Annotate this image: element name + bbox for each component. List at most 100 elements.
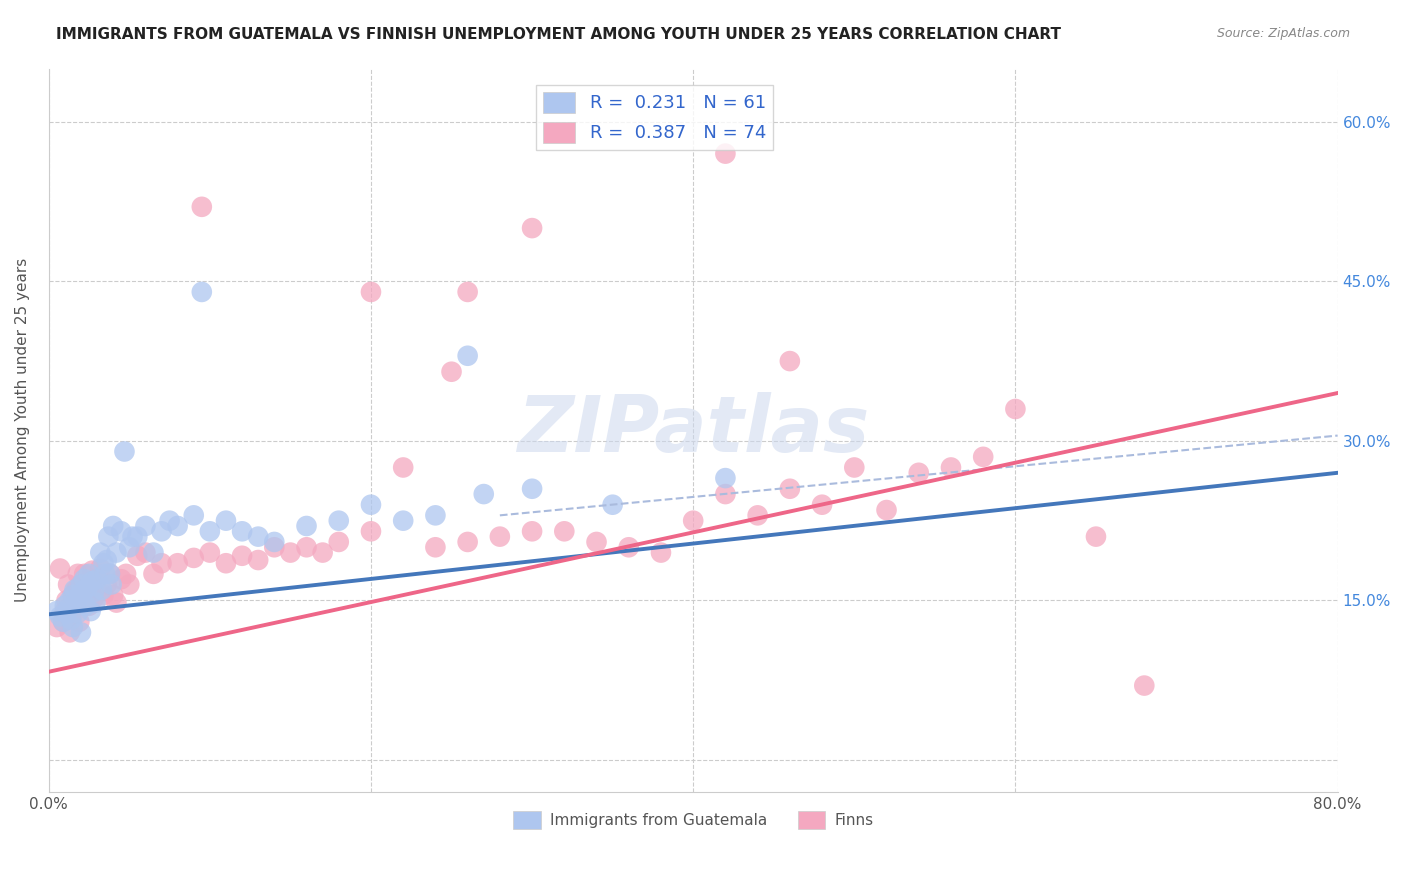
Point xyxy=(62,620,84,634)
Point xyxy=(96,553,118,567)
Point xyxy=(75,599,97,613)
Point xyxy=(972,450,994,464)
Point xyxy=(617,541,640,555)
Point xyxy=(62,588,84,602)
Point xyxy=(65,582,87,597)
Point xyxy=(70,577,93,591)
Point xyxy=(79,581,101,595)
Point xyxy=(844,460,866,475)
Point xyxy=(520,524,543,539)
Point xyxy=(191,285,214,299)
Point xyxy=(440,365,463,379)
Point xyxy=(66,606,89,620)
Point xyxy=(59,625,82,640)
Point xyxy=(72,588,94,602)
Point xyxy=(520,221,543,235)
Point xyxy=(328,535,350,549)
Point xyxy=(247,530,270,544)
Point xyxy=(45,604,67,618)
Point xyxy=(457,349,479,363)
Point xyxy=(682,514,704,528)
Y-axis label: Unemployment Among Youth under 25 years: Unemployment Among Youth under 25 years xyxy=(15,258,30,602)
Point xyxy=(89,545,111,559)
Point xyxy=(142,566,165,581)
Point xyxy=(52,615,75,629)
Point xyxy=(52,615,75,629)
Point xyxy=(585,535,607,549)
Point xyxy=(392,514,415,528)
Point xyxy=(49,609,72,624)
Point xyxy=(65,596,87,610)
Point xyxy=(779,482,801,496)
Point xyxy=(86,572,108,586)
Point xyxy=(650,545,672,559)
Point xyxy=(121,530,143,544)
Point xyxy=(183,550,205,565)
Point xyxy=(472,487,495,501)
Point xyxy=(60,609,83,624)
Point xyxy=(747,508,769,523)
Point xyxy=(72,585,94,599)
Point xyxy=(55,593,77,607)
Point xyxy=(166,556,188,570)
Point xyxy=(66,566,89,581)
Point xyxy=(53,604,76,618)
Point xyxy=(89,561,111,575)
Point xyxy=(63,599,86,613)
Point xyxy=(1004,401,1026,416)
Point xyxy=(45,620,67,634)
Text: Source: ZipAtlas.com: Source: ZipAtlas.com xyxy=(1216,27,1350,40)
Point xyxy=(96,577,118,591)
Point xyxy=(198,545,221,559)
Text: ZIPatlas: ZIPatlas xyxy=(517,392,869,468)
Point xyxy=(360,285,382,299)
Point xyxy=(82,564,104,578)
Point xyxy=(127,530,149,544)
Point xyxy=(90,582,112,597)
Point xyxy=(63,582,86,597)
Point xyxy=(60,613,83,627)
Point xyxy=(70,625,93,640)
Point xyxy=(360,498,382,512)
Point xyxy=(103,588,125,602)
Point xyxy=(79,604,101,618)
Point xyxy=(98,566,121,581)
Point xyxy=(98,566,121,581)
Text: IMMIGRANTS FROM GUATEMALA VS FINNISH UNEMPLOYMENT AMONG YOUTH UNDER 25 YEARS COR: IMMIGRANTS FROM GUATEMALA VS FINNISH UNE… xyxy=(56,27,1062,42)
Point xyxy=(59,593,82,607)
Point xyxy=(489,530,512,544)
Point xyxy=(67,588,90,602)
Point xyxy=(76,581,98,595)
Point xyxy=(247,553,270,567)
Point xyxy=(83,591,105,606)
Point xyxy=(457,535,479,549)
Point xyxy=(118,577,141,591)
Point xyxy=(56,577,79,591)
Point xyxy=(94,566,117,581)
Point xyxy=(150,524,173,539)
Point xyxy=(150,556,173,570)
Point xyxy=(425,508,447,523)
Point xyxy=(55,606,77,620)
Point xyxy=(553,524,575,539)
Point xyxy=(280,545,302,559)
Point xyxy=(166,519,188,533)
Point xyxy=(73,566,96,581)
Point xyxy=(83,585,105,599)
Point xyxy=(907,466,929,480)
Point xyxy=(82,574,104,589)
Point xyxy=(392,460,415,475)
Point xyxy=(73,572,96,586)
Point xyxy=(93,588,115,602)
Point xyxy=(100,577,122,591)
Point xyxy=(714,471,737,485)
Point xyxy=(93,556,115,570)
Point xyxy=(159,514,181,528)
Point xyxy=(70,577,93,591)
Legend: Immigrants from Guatemala, Finns: Immigrants from Guatemala, Finns xyxy=(508,805,879,835)
Point xyxy=(56,602,79,616)
Point xyxy=(77,599,100,613)
Point xyxy=(263,541,285,555)
Point xyxy=(103,519,125,533)
Point xyxy=(779,354,801,368)
